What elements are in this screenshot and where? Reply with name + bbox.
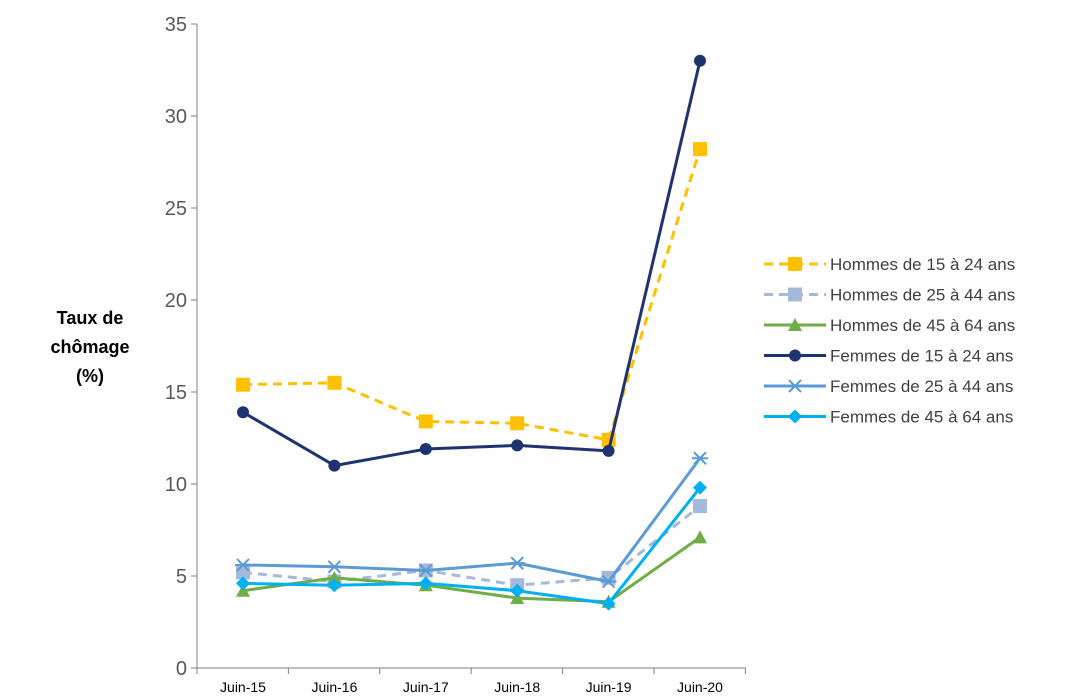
data-point [510, 416, 525, 431]
data-point [510, 583, 525, 598]
x-axis: Juin-15 Juin-16 Juin-17 Juin-18 Juin-19 Juin-… [196, 667, 746, 695]
data-point [237, 406, 249, 419]
series-line [242, 536, 701, 604]
series-line [242, 148, 702, 442]
y-tick-label: 0 [176, 658, 187, 680]
legend-label: Femmes de 15 à 24 ans [830, 347, 1013, 366]
y-axis-label-line-2: chômage [50, 337, 129, 357]
data-point [693, 530, 707, 544]
legend-item: Femmes de 15 à 24 ans [764, 347, 1013, 366]
legend-label: Femmes de 45 à 64 ans [830, 408, 1013, 427]
x-tick-label: Juin-17 [403, 679, 449, 695]
data-point [419, 443, 432, 456]
data-point [694, 54, 706, 67]
data-point [601, 596, 616, 611]
legend-marker [788, 409, 802, 424]
data-point [692, 451, 708, 465]
legend-marker [788, 318, 802, 331]
data-point [418, 414, 433, 429]
legend: Hommes de 15 à 24 ans Hommes de 25 à 44 a… [764, 255, 1015, 427]
legend-marker [787, 379, 803, 393]
y-axis-label-line-1: Taux de [57, 308, 124, 328]
series-5 [235, 451, 708, 589]
x-tick-label: Juin-20 [677, 679, 723, 695]
y-axis-label-line-3: (%) [76, 366, 104, 386]
legend-marker [788, 257, 802, 271]
data-point [417, 563, 434, 578]
data-point [235, 558, 251, 572]
data-point [326, 560, 343, 574]
data-point [509, 556, 526, 570]
legend-item: Hommes de 25 à 44 ans [764, 286, 1015, 305]
data-point [511, 439, 524, 452]
series-layer [235, 54, 708, 611]
series-6 [236, 480, 707, 611]
series-4 [237, 54, 706, 472]
data-point [693, 499, 707, 514]
x-tick-label: Juin-16 [311, 679, 357, 695]
y-tick-label: 20 [165, 290, 187, 312]
y-tick-label: 35 [165, 14, 187, 36]
y-tick-label: 10 [165, 474, 187, 496]
x-tick-label: Juin-18 [494, 679, 540, 695]
series-line [242, 60, 702, 468]
data-point [418, 576, 433, 591]
data-point [236, 576, 250, 591]
y-tick-label: 25 [165, 198, 187, 220]
data-point [693, 480, 707, 495]
y-tick-label: 15 [165, 382, 187, 404]
legend-label: Hommes de 15 à 24 ans [830, 255, 1015, 274]
data-point [693, 142, 707, 157]
data-point [327, 578, 342, 593]
legend-item: Femmes de 25 à 44 ans [764, 377, 1013, 396]
x-tick-label: Juin-19 [586, 679, 632, 695]
legend-item: Femmes de 45 à 64 ans [764, 408, 1013, 427]
y-tick-label: 30 [165, 106, 187, 128]
data-point [327, 570, 342, 584]
data-point [327, 375, 342, 390]
legend-marker [788, 287, 802, 302]
data-point [600, 574, 617, 589]
y-axis: 0 5 10 15 20 25 30 35 [165, 14, 198, 680]
y-tick-label: 5 [176, 566, 187, 588]
legend-label: Hommes de 25 à 44 ans [830, 286, 1015, 305]
series-1 [236, 142, 707, 447]
legend-label: Femmes de 25 à 44 ans [830, 377, 1013, 396]
data-point [236, 377, 250, 392]
legend-item: Hommes de 45 à 64 ans [764, 316, 1015, 335]
data-point [328, 459, 341, 472]
legend-marker [789, 349, 801, 362]
series-line [242, 486, 702, 606]
legend-item: Hommes de 15 à 24 ans [764, 255, 1015, 274]
legend-label: Hommes de 45 à 64 ans [830, 316, 1015, 335]
x-tick-label: Juin-15 [220, 679, 266, 695]
data-point [602, 444, 615, 457]
series-line [242, 457, 702, 584]
